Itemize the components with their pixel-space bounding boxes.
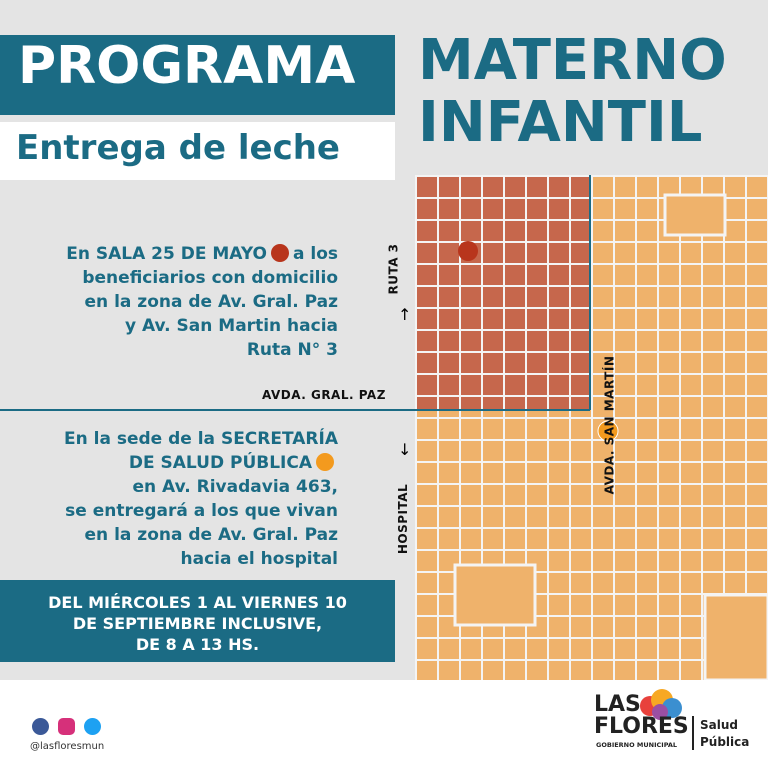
logo-las: LAS: [594, 692, 641, 717]
dates-line: DE 8 A 13 HS.: [135, 635, 260, 654]
title-infantil: INFANTIL: [418, 90, 703, 155]
map-label: AVDA. GRAL. PAZ: [262, 388, 386, 402]
arrow: ↑: [398, 305, 412, 324]
logo-divider: [692, 716, 694, 750]
info-line: se entregará a los que vivan: [65, 501, 338, 521]
info-sala: En SALA 25 DE MAYO a los beneficiarios co…: [66, 242, 338, 362]
dates-line: DE SEPTIEMBRE INCLUSIVE,: [72, 614, 323, 633]
info-line: a los: [292, 244, 338, 264]
info-line: en la zona de Av. Gral. Paz: [84, 525, 338, 545]
info-line: En SALA 25 DE MAYO: [66, 244, 267, 264]
info-secretaria: En la sede de la SECRETARÍA DE SALUD PÚB…: [64, 427, 338, 571]
logo-flores: FLORES: [594, 714, 689, 739]
handle[interactable]: @lasfloresmun: [30, 741, 105, 752]
info-line: beneficiarios con domicilio: [82, 268, 338, 288]
title-materno: MATERNO: [418, 28, 727, 93]
info-line: hacia el hospital: [180, 549, 338, 569]
instagram-icon[interactable]: [58, 718, 75, 735]
marker: [316, 453, 334, 471]
dates-line: DEL MIÉRCOLES 1 AL VIERNES 10: [48, 593, 347, 612]
footer: [0, 680, 768, 768]
info-line: DE SALUD PÚBLICA: [128, 453, 312, 473]
title-band: [0, 35, 395, 115]
logo-area: Salud: [700, 718, 738, 732]
title-programa: PROGRAMA: [18, 36, 356, 96]
arrow: ↓: [398, 440, 412, 459]
twitter-icon[interactable]: [84, 718, 101, 735]
info-line: en Av. Rivadavia 463,: [132, 477, 338, 497]
marker: [270, 244, 289, 262]
logo-area: Pública: [700, 735, 750, 749]
subtitle: Entrega de leche: [16, 128, 340, 168]
subtitle-band: [0, 122, 395, 180]
info-line: y Av. San Martin hacia: [124, 316, 338, 336]
divider: [0, 409, 590, 411]
info-line: Ruta N° 3: [246, 340, 338, 360]
map: [415, 175, 768, 680]
info-line: en la zona de Av. Gral. Paz: [84, 292, 338, 312]
map-label: RUTA 3: [386, 243, 401, 295]
facebook-icon[interactable]: [32, 718, 49, 735]
logo-mark: [640, 689, 682, 720]
logo-tagline: GOBIERNO MUNICIPAL: [596, 741, 678, 749]
dates-box: DEL MIÉRCOLES 1 AL VIERNES 10 DE SEPTIEM…: [0, 580, 395, 662]
info-line: En la sede de la SECRETARÍA: [64, 429, 338, 449]
map-label: HOSPITAL: [396, 483, 411, 555]
map-label: AVDA. SAN MARTÍN: [602, 355, 617, 495]
